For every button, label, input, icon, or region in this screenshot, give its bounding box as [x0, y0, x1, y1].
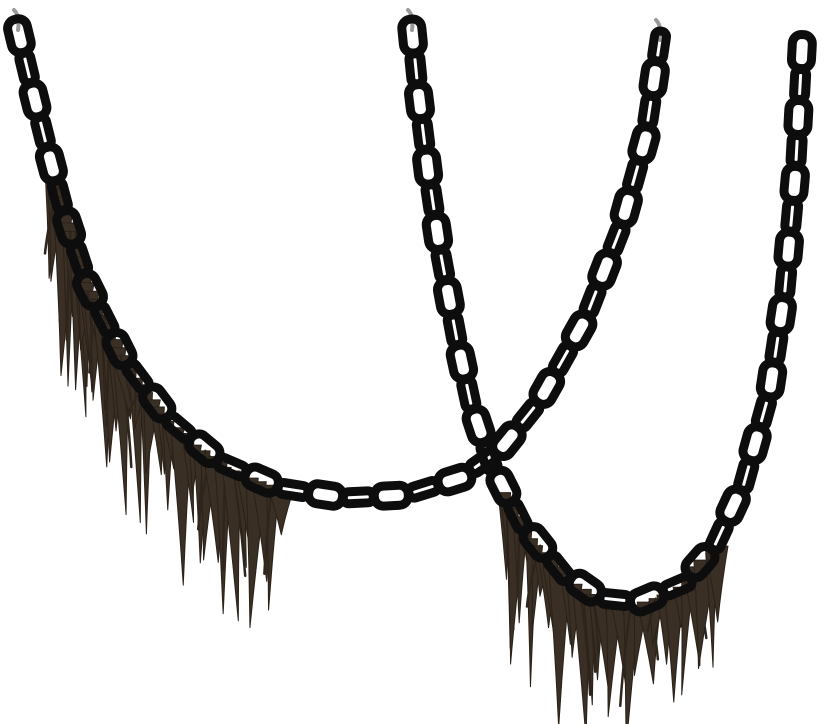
chain-link — [3, 14, 36, 58]
chain-link — [369, 480, 413, 511]
moss-layer — [43, 178, 729, 724]
moss-strand — [525, 544, 542, 608]
chain-link — [432, 275, 465, 319]
moss-strand — [619, 603, 632, 708]
chain-link — [273, 478, 313, 502]
chain-link — [774, 262, 798, 302]
chain-link — [420, 180, 445, 220]
moss-strand — [263, 487, 273, 575]
chain-link — [404, 80, 435, 124]
chain-link — [785, 130, 808, 170]
chain-link — [412, 145, 444, 189]
moss-right-chain — [497, 492, 729, 724]
chain-link — [421, 210, 454, 254]
chain-link — [638, 57, 670, 101]
chain-link — [789, 64, 812, 105]
chain-link — [637, 91, 662, 131]
chain-link — [779, 161, 810, 205]
chain-link — [755, 358, 788, 402]
chain-link — [627, 122, 661, 166]
chain-link — [647, 26, 672, 66]
chain-left-drooping-chain — [3, 14, 672, 511]
chain-link — [765, 293, 797, 337]
hanging-hooks — [12, 8, 663, 42]
chain-link — [18, 78, 52, 122]
chain-link — [786, 30, 817, 74]
chain-link — [304, 479, 348, 511]
chain-link — [338, 486, 378, 509]
chain-link — [780, 196, 804, 236]
chain-link — [404, 49, 428, 89]
chain-right-drooping-chain — [397, 14, 817, 617]
chain-link — [445, 340, 479, 384]
chain-link — [595, 588, 635, 611]
chain-layer — [3, 14, 817, 617]
chain-link — [773, 227, 804, 271]
chain-link — [411, 114, 436, 154]
chain-link — [783, 95, 814, 140]
chain-link — [764, 327, 789, 367]
